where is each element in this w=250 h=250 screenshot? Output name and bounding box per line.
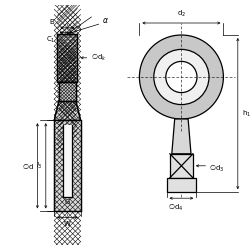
Text: $\varnothing$d$_3$: $\varnothing$d$_3$ [210, 162, 225, 174]
Text: $\varnothing$d: $\varnothing$d [22, 161, 34, 171]
Text: h$_1$: h$_1$ [242, 108, 250, 119]
Polygon shape [54, 120, 80, 212]
Circle shape [154, 50, 209, 104]
Circle shape [166, 62, 197, 92]
Text: G: G [65, 199, 70, 205]
Polygon shape [170, 154, 193, 178]
Text: d$_2$: d$_2$ [177, 9, 186, 20]
Text: $\alpha$: $\alpha$ [102, 16, 109, 25]
Text: $\varnothing$d$_4$: $\varnothing$d$_4$ [168, 202, 183, 213]
Text: W: W [64, 221, 71, 227]
Circle shape [140, 35, 224, 119]
Polygon shape [54, 101, 80, 120]
Text: B: B [49, 20, 54, 26]
Text: C$_1$: C$_1$ [46, 35, 56, 45]
Polygon shape [57, 34, 78, 82]
Text: $l_3$: $l_3$ [36, 161, 43, 171]
Polygon shape [59, 82, 76, 101]
Polygon shape [172, 119, 191, 154]
Polygon shape [63, 125, 72, 197]
Text: $\varnothing$d$_k$: $\varnothing$d$_k$ [91, 52, 106, 64]
Polygon shape [166, 178, 196, 192]
